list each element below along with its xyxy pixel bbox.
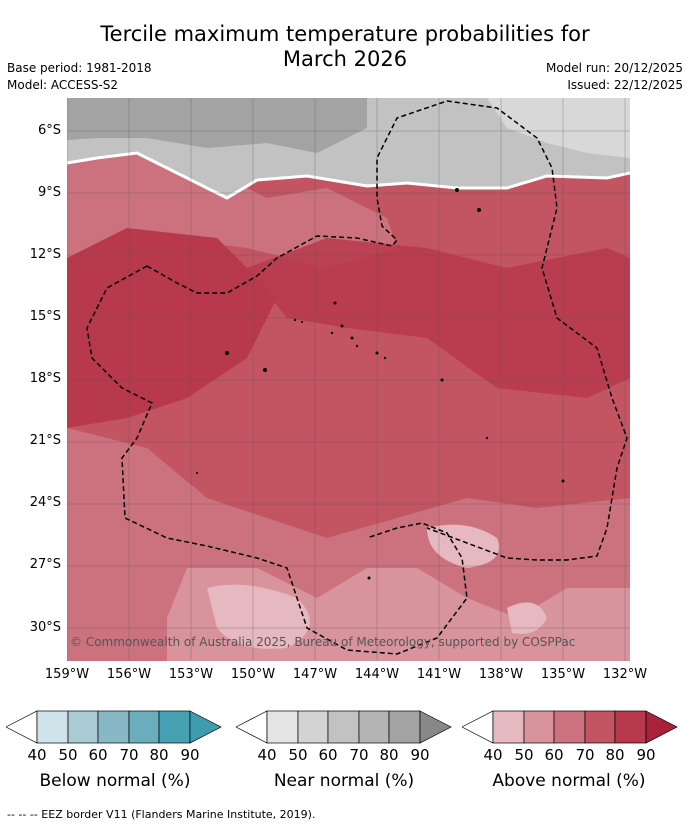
above-80-region-west: [67, 228, 277, 428]
near-normal-dark-region: [67, 98, 367, 153]
colorbar-swatch: [523, 710, 555, 744]
cbar-tick: 50: [58, 746, 78, 764]
colorbar-title-below: Below normal (%): [39, 771, 191, 791]
colorbar-high-arrow: [419, 710, 452, 744]
lat-label: 27°S: [29, 557, 61, 572]
cbar-tick: 40: [27, 746, 47, 764]
lat-label: 15°S: [29, 309, 61, 324]
colorbar-swatch: [128, 710, 160, 744]
cbar-tick: 70: [575, 746, 595, 764]
colorbar-swatch: [388, 710, 421, 744]
eez-border-west: [86, 265, 468, 655]
meta-left: Base period: 1981-2018 Model: ACCESS-S2: [7, 60, 152, 94]
cbar-tick: 40: [257, 746, 277, 764]
lon-label: 144°W: [354, 667, 400, 682]
colorbar-swatch: [327, 710, 360, 744]
eez-footer-note: -- -- -- EEZ border V11 (Flanders Marine…: [7, 808, 316, 821]
copyright-text: © Commonwealth of Australia 2025, Bureau…: [70, 635, 575, 649]
colorbar-swatch: [358, 710, 390, 744]
near-normal-light-region: [487, 98, 630, 158]
lat-label: 6°S: [37, 123, 61, 138]
colorbar-title-near: Near normal (%): [273, 771, 415, 791]
map-title: Tercile maximum temperature probabilitie…: [0, 22, 690, 72]
cbar-tick: 40: [483, 746, 503, 764]
model-name: Model: ACCESS-S2: [7, 78, 119, 92]
issued-date: Issued: 22/12/2025: [567, 78, 683, 92]
lon-label: 156°W: [106, 667, 152, 682]
colorbar-swatch: [67, 710, 99, 744]
lon-label: 153°W: [168, 667, 214, 682]
lat-label: 21°S: [29, 433, 61, 448]
lat-label: 18°S: [29, 371, 61, 386]
colorbar-high-arrow: [189, 710, 222, 744]
islands: [196, 188, 565, 580]
colorbar-swatch: [97, 710, 130, 744]
cbar-tick: 60: [88, 746, 108, 764]
colorbar-swatch: [158, 710, 191, 744]
above-40-patch: [427, 524, 499, 568]
colorbar-swatch: [297, 710, 329, 744]
lon-label: 132°W: [602, 667, 648, 682]
cbar-tick: 70: [349, 746, 369, 764]
base-period: Base period: 1981-2018: [7, 61, 152, 75]
colorbar-below-normal: [6, 710, 222, 744]
probability-map: © Commonwealth of Australia 2025, Bureau…: [67, 98, 630, 661]
lat-label: 24°S: [29, 495, 61, 510]
title-line-1: Tercile maximum temperature probabilitie…: [100, 22, 590, 46]
colorbar-low-arrow: [236, 710, 268, 744]
model-run: Model run: 20/12/2025: [545, 61, 683, 75]
title-line-2: March 2026: [282, 47, 408, 71]
colorbar-swatch: [614, 710, 647, 744]
colorbar-title-above: Above normal (%): [492, 771, 646, 791]
lon-label: 138°W: [478, 667, 524, 682]
lon-label: 141°W: [416, 667, 462, 682]
cbar-tick: 80: [149, 746, 169, 764]
tercile-boundary-line: [67, 151, 630, 200]
colorbar-low-arrow: [6, 710, 38, 744]
meta-right: Model run: 20/12/2025 Issued: 22/12/2025: [546, 60, 683, 94]
cbar-tick: 80: [605, 746, 625, 764]
colorbar-low-arrow: [462, 710, 494, 744]
colorbar-near-normal: [236, 710, 452, 744]
colorbar-swatch: [553, 710, 586, 744]
lon-label: 147°W: [292, 667, 338, 682]
colorbar-above-normal: [462, 710, 678, 744]
cbar-tick: 60: [544, 746, 564, 764]
lon-label: 135°W: [540, 667, 586, 682]
eez-border-central: [146, 100, 628, 561]
cbar-tick: 90: [180, 746, 200, 764]
cbar-tick: 90: [636, 746, 656, 764]
above-40-patch-3: [507, 602, 547, 634]
colorbar-high-arrow: [645, 710, 678, 744]
lat-label: 12°S: [29, 247, 61, 262]
colorbar-swatch: [266, 710, 299, 744]
colorbar-swatch: [36, 710, 69, 744]
cbar-tick: 90: [410, 746, 430, 764]
cbar-tick: 50: [288, 746, 308, 764]
colorbar-swatch: [584, 710, 616, 744]
lon-label: 150°W: [230, 667, 276, 682]
lat-label: 9°S: [37, 185, 61, 200]
cbar-tick: 50: [514, 746, 534, 764]
cbar-tick: 70: [119, 746, 139, 764]
cbar-tick: 80: [379, 746, 399, 764]
colorbar-swatch: [492, 710, 525, 744]
lat-label: 30°S: [29, 620, 61, 635]
above-40-patch-2: [207, 584, 310, 649]
lon-label: 159°W: [44, 667, 90, 682]
cbar-tick: 60: [318, 746, 338, 764]
